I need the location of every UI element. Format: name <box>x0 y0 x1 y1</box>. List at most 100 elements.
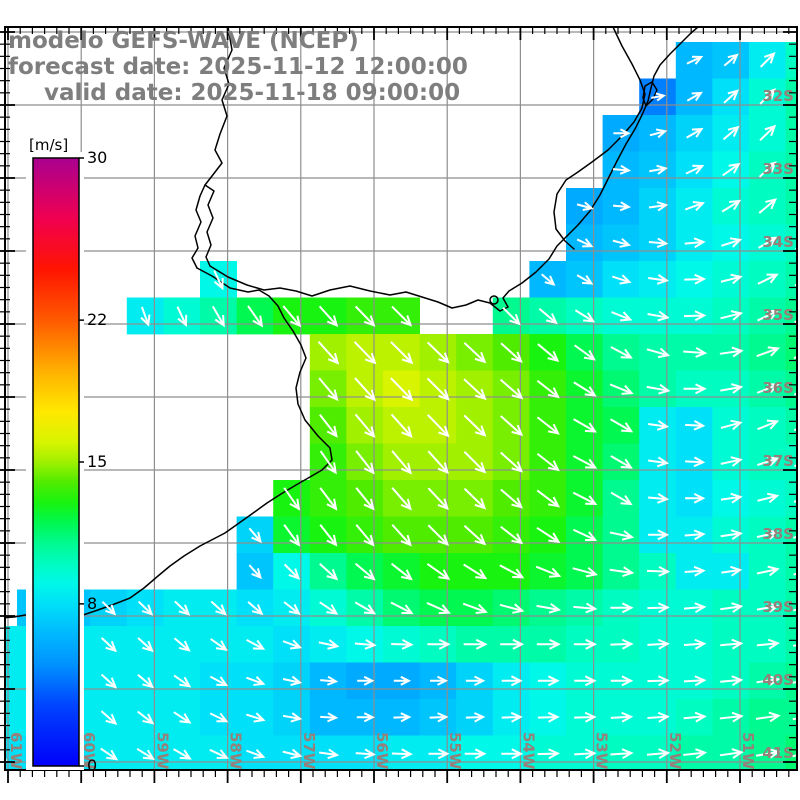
wind-arrow-icon <box>500 488 523 509</box>
wind-arrow-icon <box>612 164 632 175</box>
wind-arrow-icon <box>426 377 450 401</box>
wind-arrow-icon <box>686 55 704 65</box>
colorbar-tick-label: 22 <box>87 310 107 329</box>
wind-arrow-icon <box>576 274 594 285</box>
wind-arrow-icon <box>248 527 262 544</box>
wind-arrow-icon <box>354 413 376 438</box>
wind-arrow-icon <box>428 748 450 760</box>
wind-arrow-icon <box>683 638 707 650</box>
longitude-tick-label: 58W <box>227 732 245 770</box>
wind-arrow-icon <box>648 492 670 504</box>
wind-arrow-icon <box>648 529 670 541</box>
wind-arrow-icon <box>648 237 669 249</box>
wind-arrow-icon <box>756 529 780 540</box>
wind-arrow-icon <box>427 524 450 546</box>
longitude-tick-label: 54W <box>519 732 537 770</box>
wind-arrow-icon <box>683 310 707 322</box>
speed-cell <box>785 589 797 627</box>
latitude-tick-label: 35S <box>762 306 794 324</box>
wind-arrow-icon <box>173 711 192 724</box>
latitude-tick-label: 39S <box>762 598 794 616</box>
wind-arrow-icon <box>574 675 597 687</box>
wind-arrow-icon <box>755 748 781 759</box>
wind-arrow-icon <box>319 601 339 615</box>
speed-cell <box>200 735 237 770</box>
wind-arrow-icon <box>613 128 631 139</box>
wind-arrow-icon <box>354 601 377 615</box>
wind-arrow-icon <box>319 748 340 760</box>
colorbar: [m/s] 30 22 15 8 0 <box>26 136 107 775</box>
speed-cell <box>785 699 797 736</box>
wind-arrow-icon <box>283 563 301 580</box>
speed-cell <box>5 626 18 663</box>
wind-arrow-icon <box>609 566 635 578</box>
wind-arrow-icon <box>574 748 597 760</box>
wind-arrow-icon <box>685 164 705 175</box>
longitude-tick-label: 60W <box>80 732 98 770</box>
speed-cell <box>785 735 797 770</box>
wind-arrow-icon <box>500 525 524 545</box>
wind-arrow-icon <box>499 564 525 579</box>
wind-arrow-icon <box>465 712 486 723</box>
wind-arrow-icon <box>282 305 302 328</box>
wind-arrow-icon <box>759 52 776 68</box>
wind-arrow-icon <box>686 91 703 102</box>
wind-arrow-icon <box>610 346 633 359</box>
wind-arrow-icon <box>391 524 412 547</box>
speed-cell <box>419 735 457 770</box>
wind-arrow-icon <box>756 602 780 613</box>
wind-arrow-icon <box>463 414 487 437</box>
latitude-tick-label: 37S <box>762 452 794 470</box>
wind-arrow-icon <box>390 341 414 365</box>
wind-arrow-icon <box>685 420 706 431</box>
map-frame <box>0 26 798 783</box>
speed-cell <box>785 188 797 225</box>
wind-arrow-icon <box>720 456 743 467</box>
wind-arrow-icon <box>355 748 376 760</box>
wind-arrow-icon <box>612 237 632 248</box>
wind-arrow-icon <box>536 489 560 508</box>
wind-arrow-icon <box>684 529 706 541</box>
wind-arrow-icon <box>686 127 704 139</box>
wind-arrow-icon <box>429 675 449 686</box>
wind-arrow-icon <box>390 377 414 402</box>
wind-arrow-icon <box>720 310 744 321</box>
speed-cell <box>5 662 18 700</box>
wind-arrow-icon <box>683 383 707 395</box>
wind-arrow-icon <box>319 524 338 547</box>
wind-arrow-icon <box>501 675 523 687</box>
wind-arrow-icon <box>317 341 340 365</box>
wind-arrow-icon <box>574 344 596 361</box>
wind-arrow-icon <box>426 341 450 364</box>
coastline-path <box>642 81 658 107</box>
axis-labels: 32S 33S 34S 35S 36S 37S 38S 39S 40S 41S 61W 60W 59W 5… <box>7 87 794 770</box>
wind-arrow-icon <box>173 637 191 652</box>
speed-cell <box>785 224 797 262</box>
wind-arrow-icon <box>246 749 266 759</box>
latitude-tick-label: 32S <box>762 87 794 105</box>
wind-arrow-icon <box>247 305 264 328</box>
wind-arrow-icon <box>610 711 634 723</box>
wind-arrow-icon <box>572 566 599 578</box>
wind-arrow-icon <box>610 638 634 650</box>
wind-arrow-icon <box>137 600 154 616</box>
wind-arrow-icon <box>174 600 191 616</box>
wind-arrow-icon <box>720 675 744 687</box>
wind-arrow-icon <box>100 710 118 725</box>
wind-arrow-icon <box>646 383 671 395</box>
wind-arrow-icon <box>393 712 412 723</box>
wind-arrow-icon <box>720 529 743 540</box>
wind-arrow-icon <box>209 675 229 687</box>
lagoon-icon <box>489 295 499 305</box>
latitude-tick-label: 34S <box>762 233 794 251</box>
wind-arrow-icon <box>647 675 670 687</box>
wind-arrow-icon <box>502 307 521 326</box>
wind-arrow-icon <box>723 89 740 104</box>
speed-cell <box>309 735 347 770</box>
wind-arrow-icon <box>758 198 778 214</box>
speed-cell <box>785 78 797 116</box>
wind-arrow-icon <box>756 346 781 358</box>
wind-arrow-icon <box>500 451 524 473</box>
wind-arrow-icon <box>721 199 742 213</box>
wind-arrow-icon <box>136 747 155 760</box>
